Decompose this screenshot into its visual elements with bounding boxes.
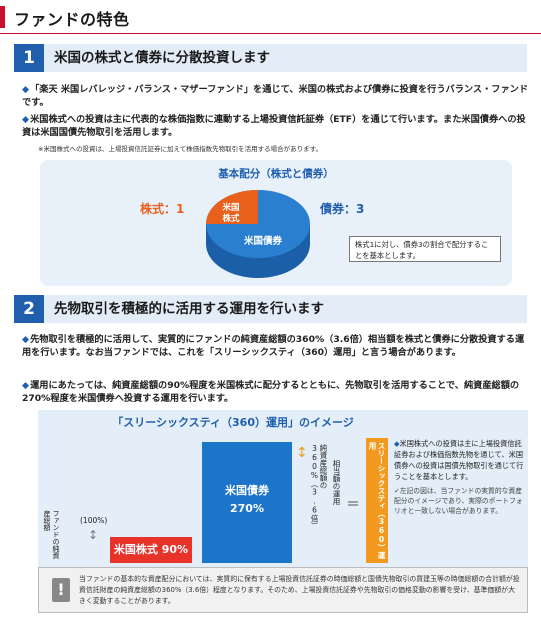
image-title: 「スリーシックスティ（360）運用」のイメージ	[112, 416, 354, 429]
equals-sign: ＝	[346, 497, 360, 513]
allocation-pie-chart: 米国 株式 米国債券	[206, 190, 310, 278]
section-2-title: 先物取引を積極的に活用する運用を行います	[54, 301, 324, 317]
pie-stock-label-1: 米国	[222, 202, 239, 213]
pie-bond-label: 米国債券	[243, 235, 283, 247]
section-1-bullet-2: ◆米国株式への投資は主に代表的な株価指数に連動する上場投資信託証券（ETF）を通…	[22, 114, 526, 138]
section-1-number: 1	[14, 44, 44, 72]
us-stock-block: 米国株式 90%	[110, 537, 192, 563]
bullet-marker-icon: ◆	[22, 334, 30, 345]
bullet-marker-icon: ◆	[22, 380, 30, 391]
section-2-bullet-1: ◆先物取引を積極的に活用して、実質的にファンドの純資産総額の360%（3.6倍）…	[22, 334, 525, 358]
pie-slice-stock	[206, 190, 258, 224]
three-sixty-image-panel: 「スリーシックスティ（360）運用」のイメージ ファンドの純資産総額 (100%…	[38, 410, 528, 567]
bond-block-label: 米国債券	[225, 484, 269, 497]
pie-stock-label-2: 株式	[222, 213, 240, 224]
section-2-number: 2	[14, 295, 44, 323]
section-1-note: ※米国株式への投資は、上場投資信託証券に加えて株価指数先物取引を活用する場合があ…	[38, 145, 322, 153]
bond-block-percent: 270%	[230, 502, 264, 515]
explain-bullet-icon: ◆	[394, 439, 400, 448]
header-divider	[0, 33, 541, 34]
nav-360-arrow-icon: ↕	[296, 445, 308, 461]
page-header: ファンドの特色	[0, 0, 541, 34]
bond-ratio-label: 債券：3	[320, 202, 365, 216]
allocation-note: 株式1に対し、債券3の割合で配分することを基本とします。	[349, 236, 501, 262]
exclamation-icon: !	[52, 578, 70, 602]
nav-360-label: 純資産総額の360%（3.6倍）	[310, 444, 328, 530]
three-sixty-strip: スリーシックスティ（360）運用	[366, 438, 388, 563]
strip-label: スリーシックスティ（360）運用	[368, 442, 386, 559]
section-2-header: 2 先物取引を積極的に活用する運用を行います	[14, 295, 527, 323]
section-1-bullet-1: ◆「楽天 米国レバレッジ・バランス・マザーファンド」を通じて、米国の株式および債…	[22, 84, 529, 108]
bullet-marker-icon: ◆	[22, 114, 30, 125]
image-explanation: ◆米国株式への投資は主に上場投資信託証券および株価指数先物を通じて、米国債券への…	[394, 439, 524, 515]
caution-box: ! 当ファンドの基本的な資産配分においては、実質的に保有する上場投資信託証券の時…	[38, 567, 528, 613]
caution-text: 当ファンドの基本的な資産配分においては、実質的に保有する上場投資信託証券の時価総…	[79, 575, 520, 605]
fund-nav-label: ファンドの純資産総額	[43, 510, 60, 559]
section-1-title: 米国の株式と債券に分散投資します	[54, 50, 270, 66]
header-accent-bar	[0, 6, 5, 28]
allocation-panel: 基本配分（株式と債券） 株式：1 債券：3 米国 株式 米国債券 株式1に対し、…	[40, 160, 512, 286]
section-2-bullet-2: ◆運用にあたっては、純資産総額の90%程度を米国株式に配分するとともに、先物取引…	[22, 380, 520, 404]
page-title: ファンドの特色	[14, 10, 130, 29]
bullet-marker-icon: ◆	[22, 84, 30, 95]
section-1-header: 1 米国の株式と債券に分散投資します	[14, 44, 527, 72]
nav-arrow-icon: ↕	[88, 528, 99, 542]
allocation-title: 基本配分（株式と債券）	[218, 168, 334, 180]
percent-100-label: (100%)	[80, 516, 108, 525]
explain2-bullet-icon: ✓	[394, 487, 400, 495]
stock-ratio-label: 株式：1	[140, 202, 185, 216]
us-bond-block: 米国債券 270%	[202, 442, 292, 563]
equiv-operation-label: 相当額の運用	[332, 460, 341, 505]
